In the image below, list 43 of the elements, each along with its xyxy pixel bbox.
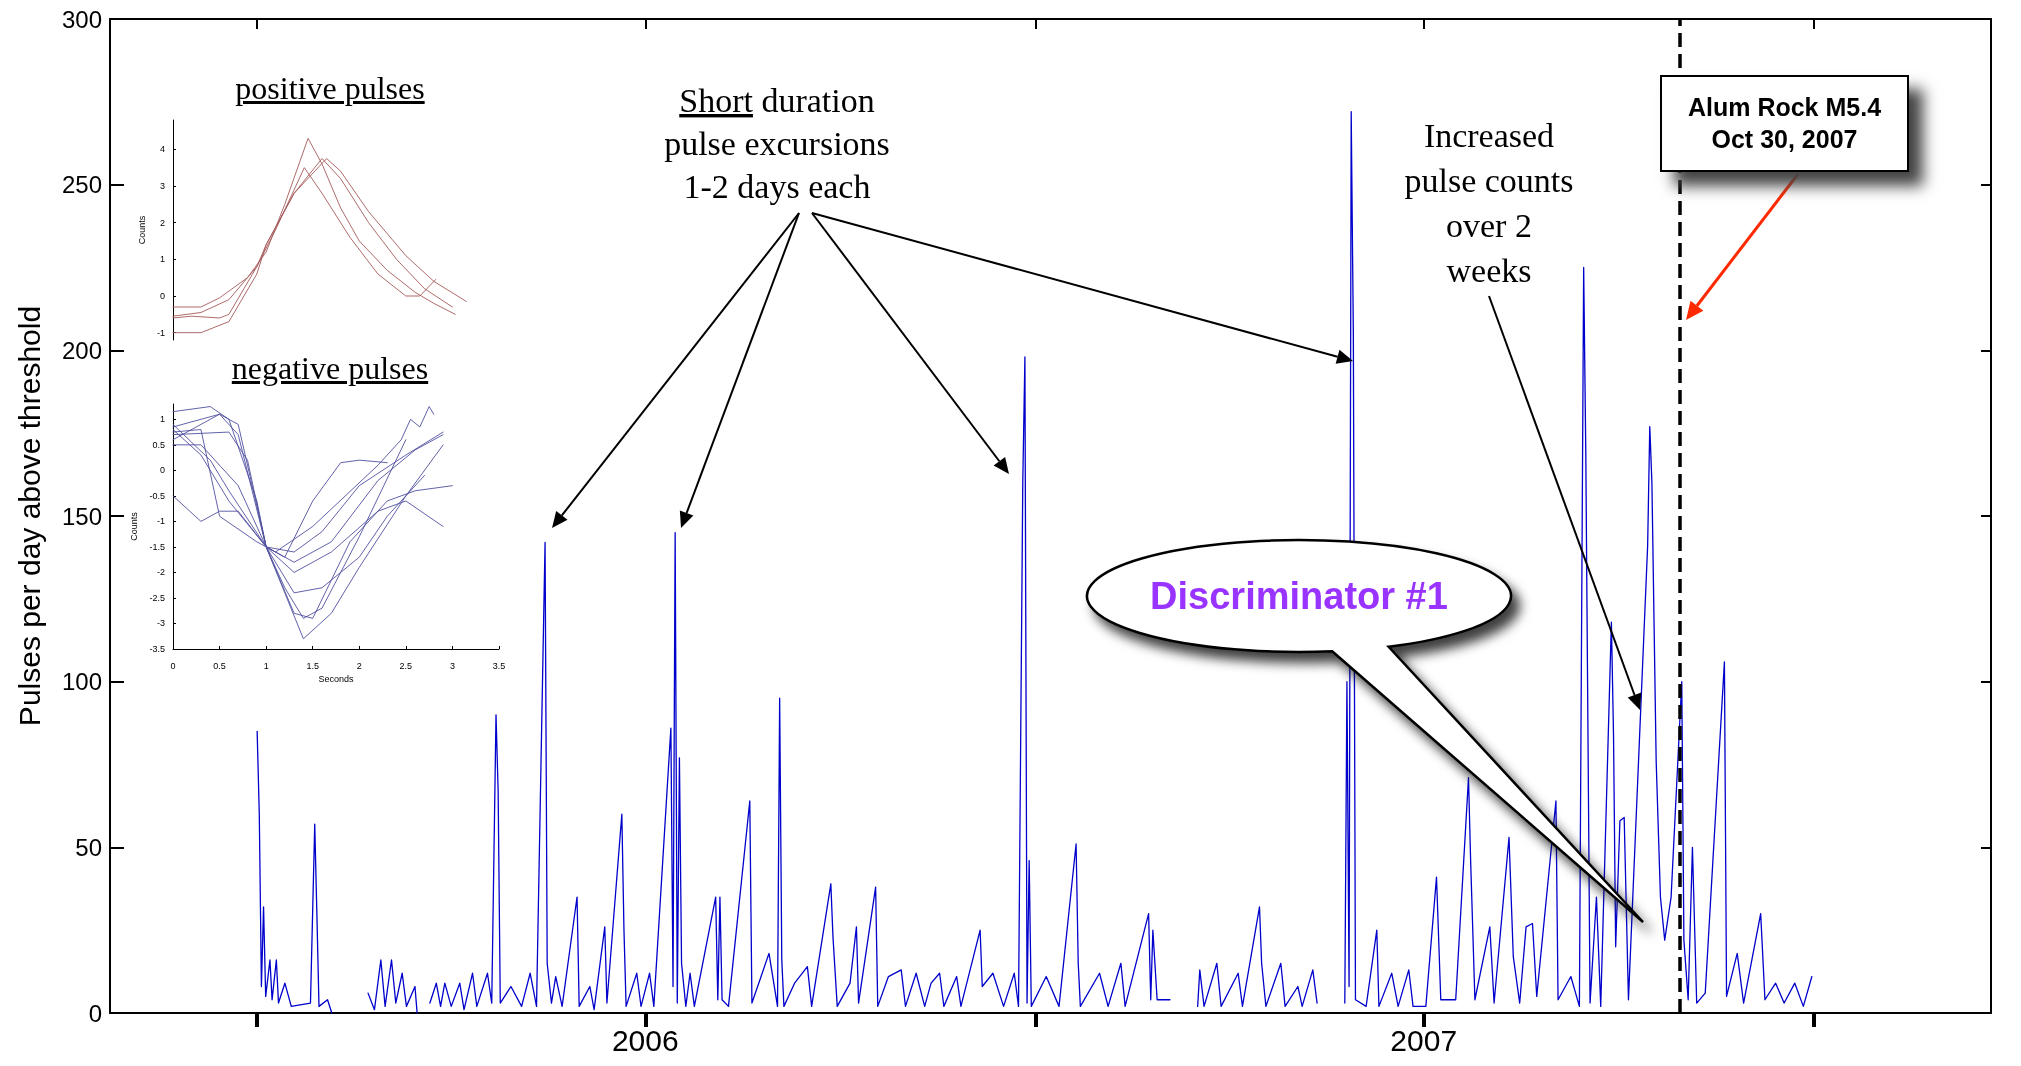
x-tick-label: 2 xyxy=(356,660,362,671)
chart-title: negative pulses xyxy=(230,350,430,387)
y-tick-label: 1 xyxy=(159,254,165,265)
y-tick-label: -1 xyxy=(156,516,165,527)
y-tick-label: 0.5 xyxy=(152,439,165,450)
x-tick-label: 0.5 xyxy=(213,660,226,671)
y-tick-label: 2 xyxy=(159,217,165,228)
y-tick-label: 300 xyxy=(61,5,102,33)
x-tick-label: 3 xyxy=(449,660,455,671)
chart-title: positive pulses xyxy=(234,70,426,107)
y-tick-label: -2 xyxy=(156,567,165,578)
y-tick-label: -1 xyxy=(156,327,165,338)
x-tick-label: 1.5 xyxy=(306,660,319,671)
y-axis-title: Counts xyxy=(129,511,140,541)
y-axis-title: Counts xyxy=(136,215,147,245)
y-tick-label: 0 xyxy=(159,291,165,301)
x-axis-title: Seconds xyxy=(318,674,355,685)
x-tick-label: 2006 xyxy=(611,1023,679,1057)
y-axis-title: Pulses per day above threshold xyxy=(12,305,46,727)
y-tick-label: -0.5 xyxy=(149,490,165,501)
x-tick-label: 1 xyxy=(263,660,269,671)
y-tick-label: 50 xyxy=(75,833,102,861)
y-tick-label: -3.5 xyxy=(149,644,165,654)
y-tick-label: 200 xyxy=(61,336,102,364)
annotation: Short duration pulse excursions 1-2 days each xyxy=(664,82,890,205)
y-tick-label: -2.5 xyxy=(149,592,165,603)
y-tick-label: 4 xyxy=(159,144,165,155)
y-tick-label: 250 xyxy=(61,171,102,199)
y-tick-label: 0 xyxy=(159,465,165,476)
y-tick-label: -1.5 xyxy=(149,541,165,552)
annotation: Discriminator #1 xyxy=(1150,575,1448,618)
annotation: Increased pulse counts over 2 weeks xyxy=(1404,117,1574,289)
y-tick-label: 150 xyxy=(61,502,102,530)
x-tick-label: 2.5 xyxy=(399,660,413,671)
ref-line-label: Alum Rock M5.4 Oct 30, 2007 xyxy=(1660,75,1909,172)
y-tick-label: 1 xyxy=(159,414,165,425)
x-tick-label: 2007 xyxy=(1390,1023,1458,1057)
y-tick-label: 3 xyxy=(159,181,165,191)
y-tick-label: 100 xyxy=(61,668,102,696)
y-tick-label: -3 xyxy=(156,618,165,629)
x-tick-label: 3.5 xyxy=(492,660,506,671)
y-tick-label: 0 xyxy=(88,999,102,1027)
x-tick-label: 0 xyxy=(170,660,176,671)
